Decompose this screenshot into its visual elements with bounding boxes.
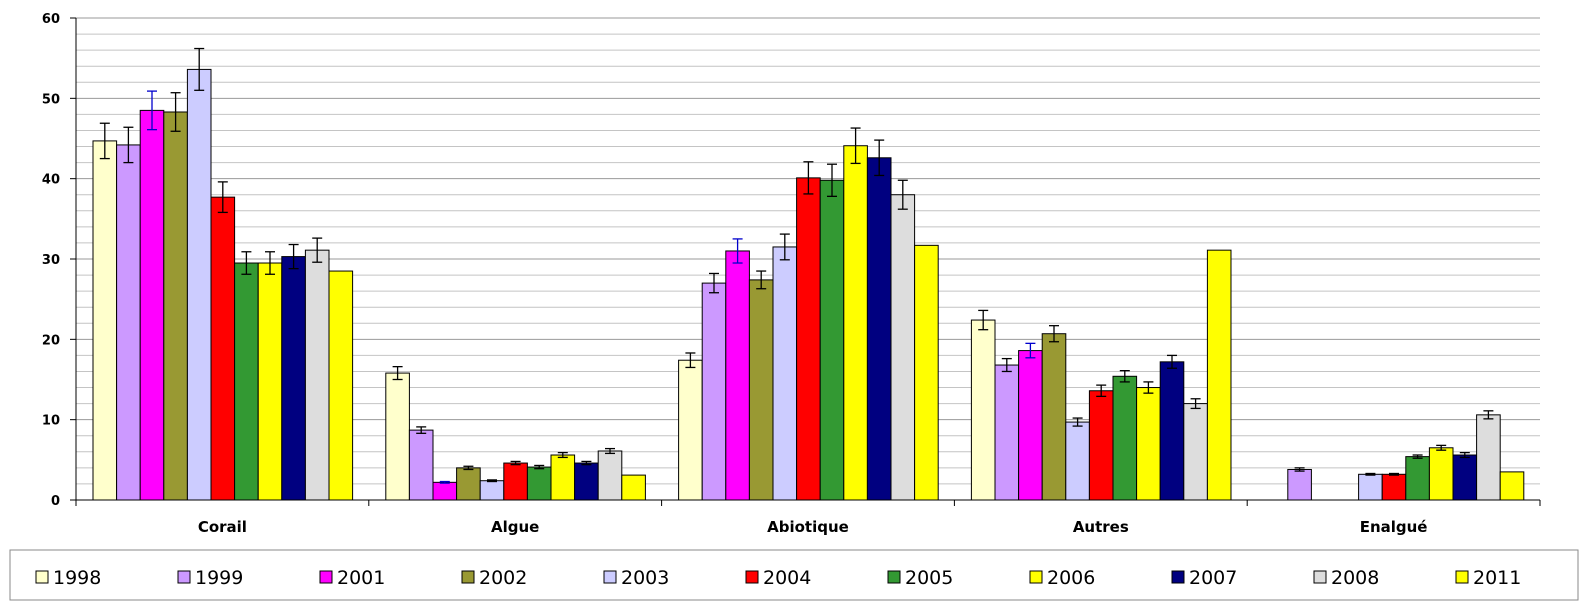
bar-2003-algue bbox=[479, 480, 505, 501]
bar-2006-autres bbox=[1136, 387, 1161, 501]
y-tick-label: 60 bbox=[42, 12, 60, 27]
bar-1999-corail bbox=[116, 144, 141, 501]
bar-2004-corail bbox=[210, 196, 236, 501]
legend-swatch-2007 bbox=[1171, 570, 1185, 584]
bar-2001-autres bbox=[1018, 350, 1043, 501]
legend-label-2002: 2002 bbox=[479, 567, 527, 589]
bar-2007-algue bbox=[574, 462, 599, 501]
y-tick-label: 20 bbox=[42, 333, 60, 348]
legend-swatch-2005 bbox=[887, 570, 901, 584]
bar-2003-abiotique bbox=[772, 246, 798, 501]
legend-label-2004: 2004 bbox=[763, 567, 811, 589]
legend-swatch-2011 bbox=[1455, 570, 1469, 584]
legend-label-2001: 2001 bbox=[337, 567, 385, 589]
category-label: Abiotique bbox=[767, 518, 849, 536]
category-label: Corail bbox=[198, 518, 247, 536]
category-label: Enalgué bbox=[1360, 518, 1428, 536]
bar-2008-algue bbox=[597, 450, 623, 501]
legend-swatch-2002 bbox=[461, 570, 475, 584]
bar-2002-autres bbox=[1041, 333, 1067, 501]
legend-swatch-1998 bbox=[35, 570, 49, 584]
bar-2003-autres bbox=[1065, 421, 1090, 501]
bar-1998-autres bbox=[970, 319, 996, 501]
bar-2005-enalgué bbox=[1405, 456, 1430, 501]
bar-2007-abiotique bbox=[866, 157, 892, 501]
bar-2008-abiotique bbox=[890, 194, 916, 501]
bar-2001-abiotique bbox=[725, 250, 750, 501]
bar-1999-abiotique bbox=[701, 282, 727, 501]
bar-2011-autres bbox=[1206, 249, 1232, 501]
bar-2007-autres bbox=[1159, 361, 1185, 501]
bar-1998-algue bbox=[385, 372, 410, 501]
bar-2006-algue bbox=[550, 454, 576, 501]
bar-2007-corail bbox=[281, 256, 306, 501]
legend-label-1998: 1998 bbox=[53, 567, 101, 589]
legend-swatch-1999 bbox=[177, 570, 191, 584]
y-tick-label: 40 bbox=[42, 173, 60, 188]
bar-2005-corail bbox=[234, 262, 259, 501]
category-label: Algue bbox=[491, 518, 539, 536]
legend-swatch-2001 bbox=[319, 570, 333, 584]
bar-1998-corail bbox=[92, 140, 118, 501]
legend-label-2008: 2008 bbox=[1331, 567, 1379, 589]
bar-2001-corail bbox=[139, 109, 165, 501]
bar-1998-abiotique bbox=[678, 359, 703, 501]
legend-label-2006: 2006 bbox=[1047, 567, 1095, 589]
bar-2006-enalgué bbox=[1428, 447, 1454, 501]
bar-2005-abiotique bbox=[819, 179, 845, 501]
bar-2003-enalgué bbox=[1358, 473, 1383, 501]
bar-2011-enalgué bbox=[1499, 471, 1525, 501]
bar-2003-corail bbox=[186, 68, 212, 501]
legend-label-2003: 2003 bbox=[621, 567, 669, 589]
bar-2004-autres bbox=[1088, 390, 1114, 501]
legend-swatch-2003 bbox=[603, 570, 617, 584]
legend-label-2011: 2011 bbox=[1473, 567, 1521, 589]
bar-2002-corail bbox=[163, 111, 188, 501]
bar-2005-autres bbox=[1112, 375, 1138, 501]
y-tick-label: 10 bbox=[42, 414, 60, 429]
y-tick-label: 0 bbox=[51, 494, 60, 509]
y-tick-label: 50 bbox=[42, 92, 60, 107]
bar-1999-autres bbox=[994, 364, 1020, 501]
bar-2006-abiotique bbox=[843, 145, 868, 501]
bar-2005-algue bbox=[526, 466, 552, 501]
bar-2002-abiotique bbox=[748, 279, 774, 501]
legend-swatch-2008 bbox=[1313, 570, 1327, 584]
legend-label-2007: 2007 bbox=[1189, 567, 1237, 589]
legend-swatch-2006 bbox=[1029, 570, 1043, 584]
bar-1999-algue bbox=[408, 429, 434, 501]
bar-2004-enalgué bbox=[1381, 473, 1407, 501]
bar-2004-algue bbox=[503, 462, 528, 501]
bar-2001-algue bbox=[432, 481, 458, 501]
bar-2008-enalgué bbox=[1476, 414, 1501, 501]
bar-2008-corail bbox=[304, 249, 330, 501]
bar-1999-enalgué bbox=[1287, 468, 1312, 501]
bar-2004-abiotique bbox=[796, 177, 821, 501]
bar-2007-enalgué bbox=[1452, 454, 1478, 501]
bar-2011-corail bbox=[328, 270, 354, 501]
bar-2008-autres bbox=[1183, 403, 1208, 501]
category-label: Autres bbox=[1073, 518, 1129, 536]
legend-label-1999: 1999 bbox=[195, 567, 243, 589]
legend-label-2005: 2005 bbox=[905, 567, 953, 589]
y-tick-label: 30 bbox=[42, 253, 60, 268]
bar-2011-abiotique bbox=[914, 244, 939, 501]
legend-swatch-2004 bbox=[745, 570, 759, 584]
bar-2011-algue bbox=[621, 474, 646, 501]
bar-2002-algue bbox=[456, 467, 481, 501]
bar-2006-corail bbox=[257, 262, 283, 501]
